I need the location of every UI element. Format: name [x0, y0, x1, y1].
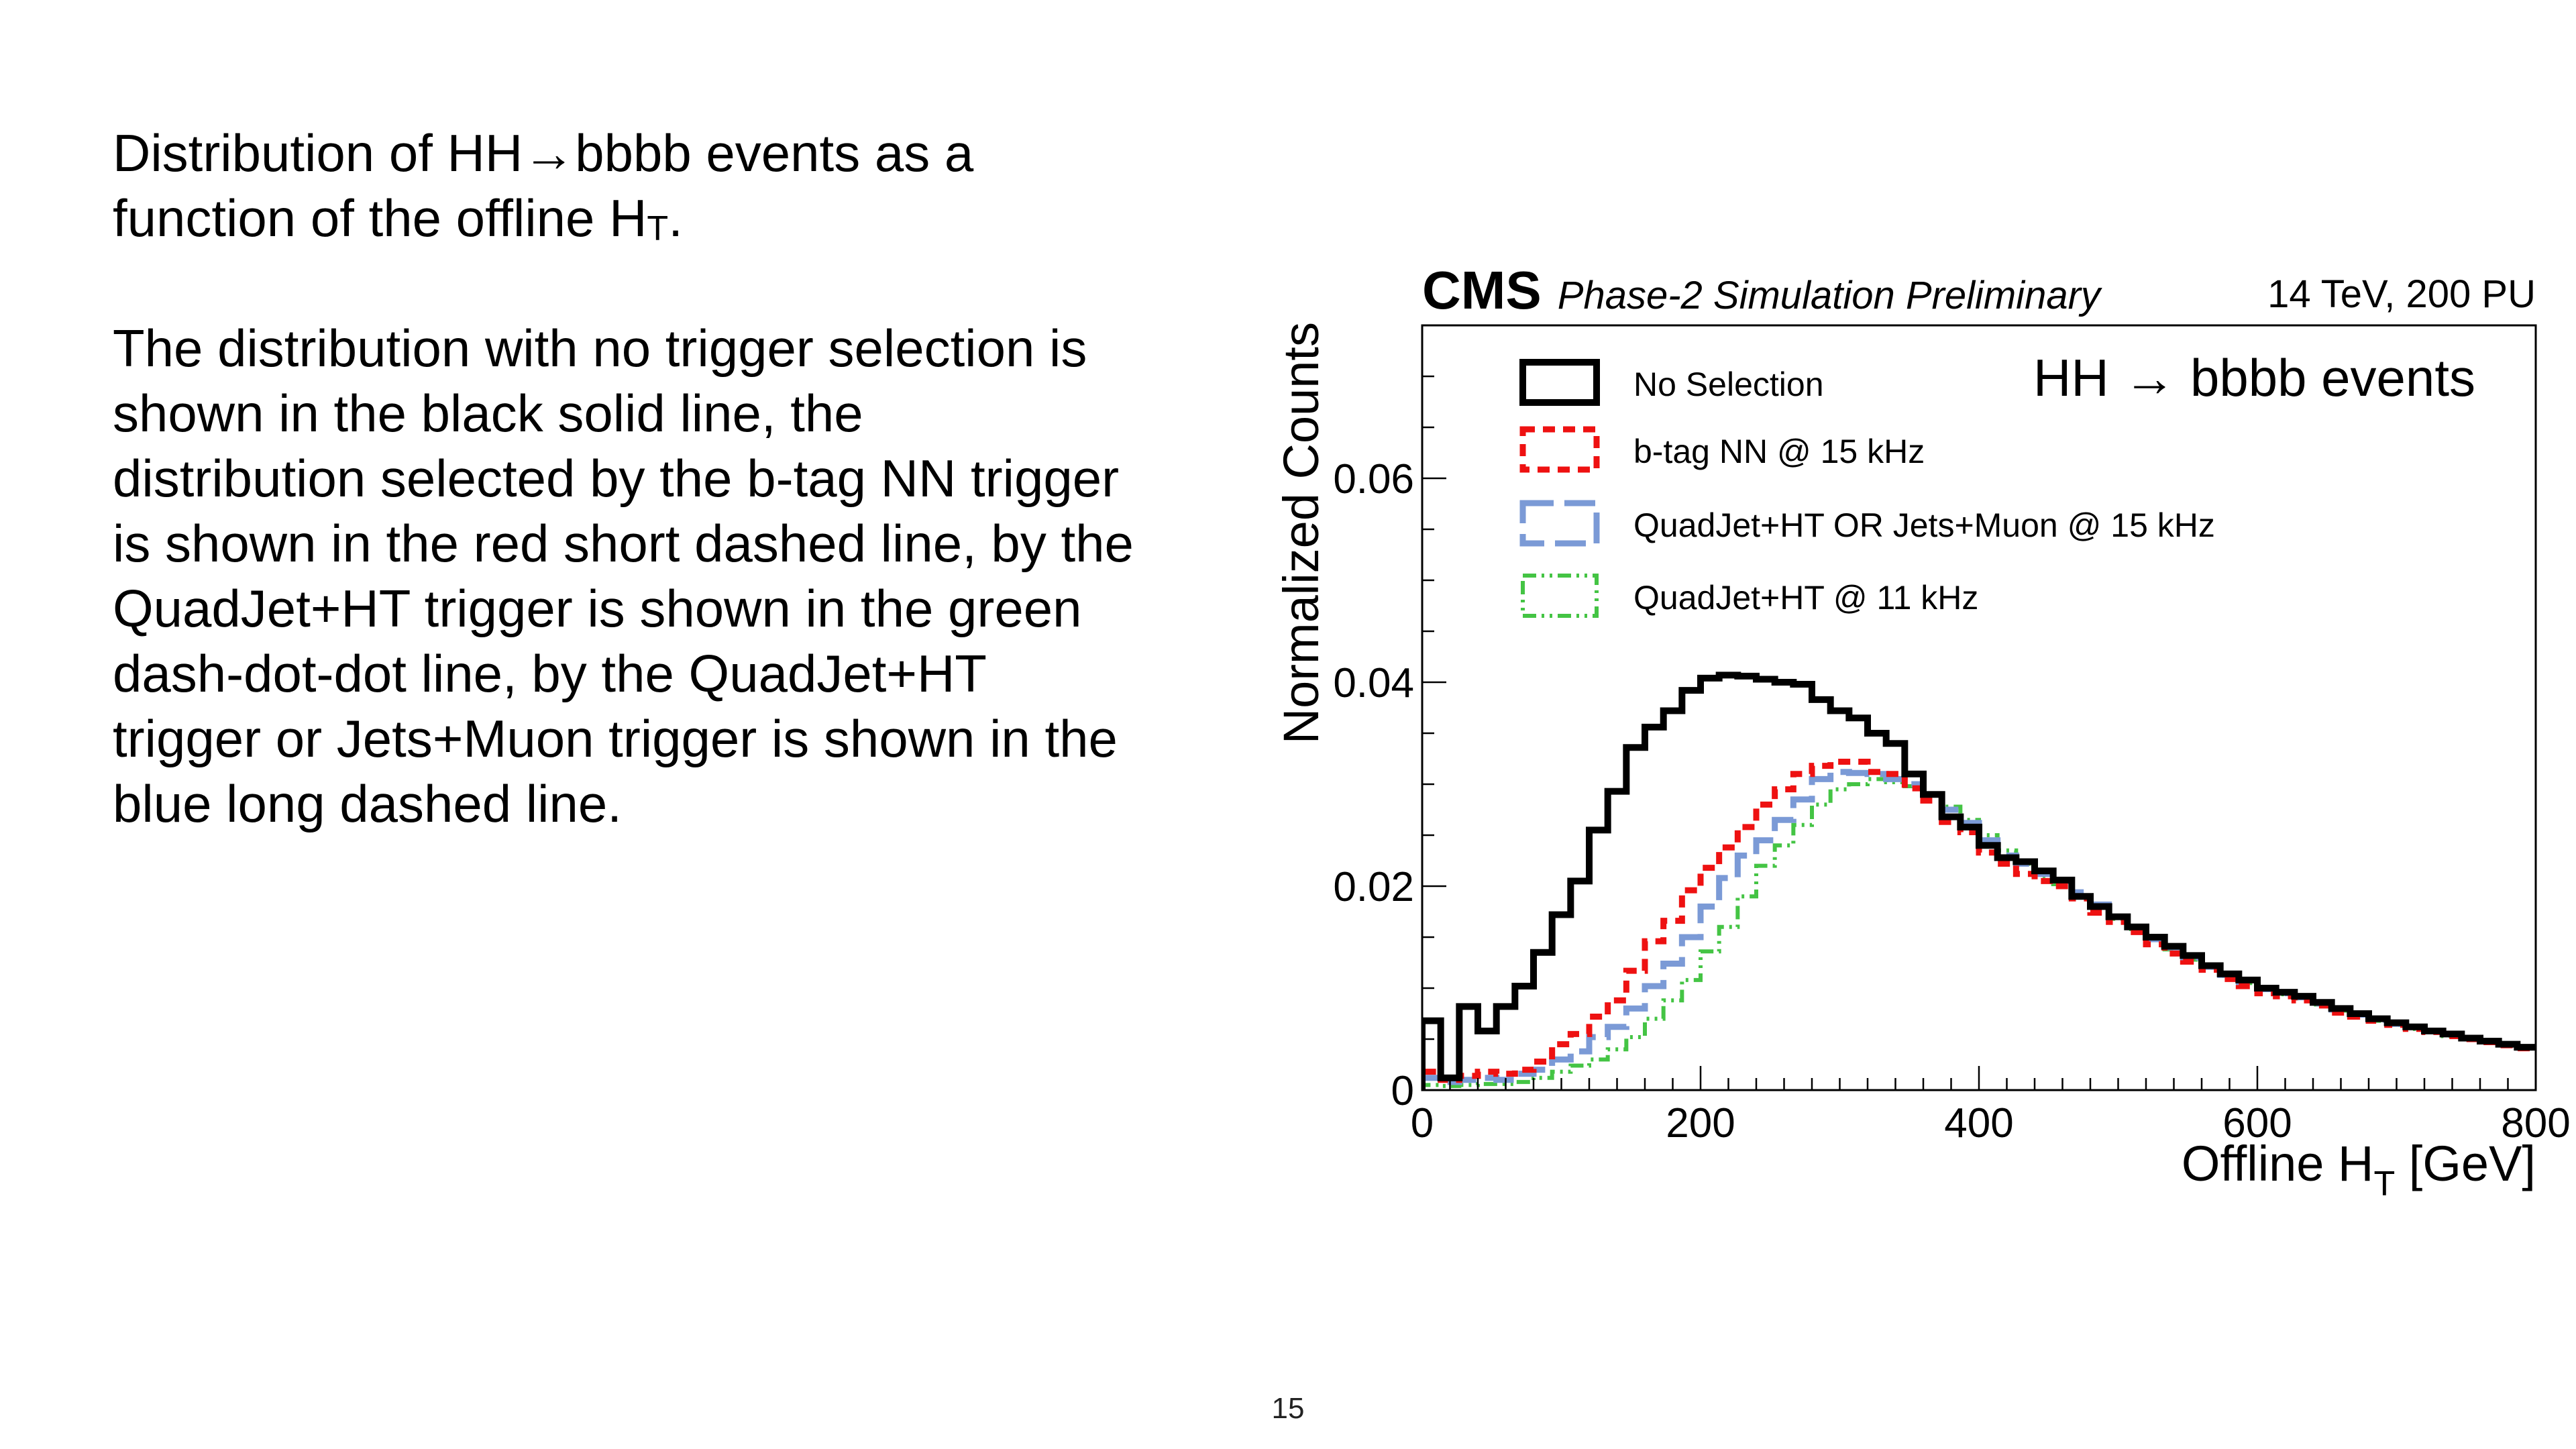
series-line-long-dash: [1422, 769, 2536, 1090]
x-axis-label: Offline HT [GeV]: [2182, 1136, 2536, 1203]
legend-label: No Selection: [1633, 366, 1824, 403]
legend-entry: QuadJet+HT OR Jets+Muon @ 15 kHz: [1519, 500, 2215, 547]
status-label: Phase-2 Simulation Preliminary: [1558, 274, 2102, 317]
y-axis-label: Normalized Counts: [1273, 322, 1329, 744]
description-paragraph-line: shown in the black solid line, the: [113, 384, 863, 443]
y-tick-label: 0.06: [1333, 456, 1414, 502]
description-paragraph-line: QuadJet+HT trigger is shown in the green: [113, 579, 1082, 638]
experiment-label: CMS: [1422, 260, 1542, 320]
description-paragraph-line: blue long dashed line.: [113, 774, 622, 833]
process-annotation: HH → bbbb events: [2033, 348, 2475, 407]
series-line-solid: [1422, 672, 2536, 1090]
description-line-2: function of the offline HT.: [113, 189, 683, 248]
legend-entry: b-tag NN @ 15 kHz: [1519, 426, 1925, 473]
page-number: 15: [1271, 1392, 1305, 1425]
y-tick-label: 0.02: [1333, 864, 1414, 910]
description-paragraph-line: distribution selected by the b-tag NN tr…: [113, 449, 1120, 508]
arrow-glyph: →: [523, 123, 576, 182]
legend-swatch: [1521, 574, 1599, 618]
y-tick-label: 0.04: [1333, 660, 1414, 706]
legend-swatch: [1519, 359, 1600, 406]
x-tick-label: 400: [1944, 1100, 2013, 1146]
x-tick-label: 800: [2501, 1100, 2570, 1146]
description-paragraph-line: The distribution with no trigger selecti…: [113, 319, 1087, 378]
description-line-1: Distribution of HH→bbbb events as a: [113, 123, 974, 182]
description-paragraph-line: trigger or Jets+Muon trigger is shown in…: [113, 709, 1118, 768]
legend-entry: No Selection: [1519, 359, 1824, 406]
x-tick-label: 0: [1411, 1100, 1434, 1146]
legend-entry: QuadJet+HT @ 11 kHz: [1521, 574, 1978, 618]
legend-label: QuadJet+HT @ 11 kHz: [1633, 579, 1978, 616]
plot-frame: [1421, 324, 2537, 1091]
legend-label: QuadJet+HT OR Jets+Muon @ 15 kHz: [1633, 506, 2215, 544]
description-paragraph-line: dash-dot-dot line, by the QuadJet+HT: [113, 644, 987, 703]
legend-swatch: [1519, 426, 1600, 473]
y-tick-label: 0: [1391, 1068, 1414, 1114]
chart-header: CMS Phase-2 Simulation Preliminary: [1422, 260, 2102, 320]
description-text: Distribution of HH→bbbb events as a func…: [113, 121, 1213, 837]
x-tick-label: 200: [1666, 1100, 1735, 1146]
x-tick-label: 600: [2222, 1100, 2292, 1146]
legend-swatch: [1519, 500, 1600, 547]
legend-label: b-tag NN @ 15 kHz: [1633, 433, 1925, 470]
description-paragraph-line: is shown in the red short dashed line, b…: [113, 514, 1134, 573]
description-paragraph-2: The distribution with no trigger selecti…: [113, 316, 1213, 837]
conditions-label: 14 TeV, 200 PU: [2267, 272, 2536, 316]
